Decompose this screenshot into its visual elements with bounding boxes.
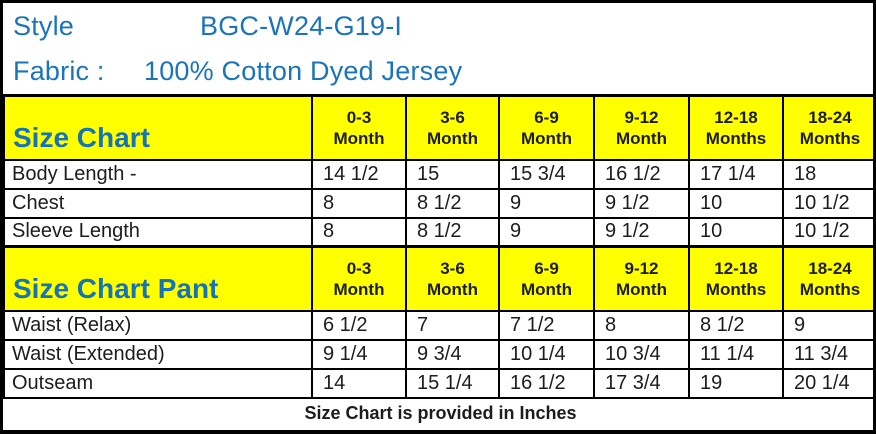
measurement-value: 14 1/2	[311, 158, 407, 190]
footer-note: Size Chart is provided in Inches	[4, 396, 873, 429]
month-unit: Months	[705, 279, 767, 299]
measurement-value: 10 1/4	[498, 338, 595, 370]
month-unit: Months	[799, 128, 861, 148]
style-row: Style BGC-W24-G19-I	[13, 3, 873, 49]
measurement-label: Sleeve Length	[3, 216, 313, 248]
fabric-row: Fabric : 100% Cotton Dyed Jersey	[13, 49, 873, 94]
measurement-value: 6 1/2	[311, 309, 407, 341]
column-header-9-12-month: 9-12 Month	[593, 245, 690, 312]
measurement-value: 15 3/4	[498, 158, 595, 190]
column-header-9-12-month: 9-12 Month	[593, 94, 690, 161]
style-value: BGC-W24-G19-I	[200, 10, 403, 41]
month-unit: Month	[427, 279, 478, 299]
measurement-row-sleeve-length: Sleeve Length 8 8 1/2 9 9 1/2 10 10 1/2	[3, 216, 873, 248]
measurement-value: 9	[498, 187, 595, 219]
measurement-value: 7	[405, 309, 500, 341]
measurement-value: 10	[688, 187, 784, 219]
footer-note-row: Size Chart is provided in Inches	[4, 396, 873, 429]
measurement-label: Waist (Extended)	[3, 338, 313, 370]
style-label: Style	[13, 10, 75, 41]
measurement-value: 8 1/2	[688, 309, 784, 341]
month-range: 9-12	[624, 258, 659, 278]
month-range: 12-18	[714, 258, 758, 278]
measurement-value: 8	[593, 309, 690, 341]
measurement-value: 8 1/2	[405, 187, 500, 219]
measurement-value: 14	[311, 367, 407, 399]
measurement-value: 9	[498, 216, 595, 248]
measurement-value: 17 1/4	[688, 158, 784, 190]
measurement-value: 8	[311, 187, 407, 219]
fabric-value: 100% Cotton Dyed Jersey	[144, 56, 463, 86]
month-range: 3-6	[440, 258, 465, 278]
section-title-size-chart: Size Chart	[3, 94, 313, 161]
spec-header: Style BGC-W24-G19-I Fabric : 100% Cotton…	[3, 3, 873, 94]
fabric-label: Fabric :	[13, 56, 105, 86]
measurement-value: 10 1/2	[782, 216, 873, 248]
measurement-label: Body Length -	[3, 158, 313, 190]
measurement-value: 19	[688, 367, 784, 399]
column-header-12-18-months: 12-18 Months	[688, 94, 784, 161]
measurement-value: 18	[782, 158, 873, 190]
section-title-size-chart-pant: Size Chart Pant	[3, 245, 313, 312]
column-header-3-6-month: 3-6 Month	[405, 94, 500, 161]
size-chart-table: Size Chart 0-3 Month 3-6 Month 6-9 Month…	[3, 94, 873, 429]
column-header-12-18-months: 12-18 Months	[688, 245, 784, 312]
month-range: 18-24	[808, 258, 852, 278]
measurement-value: 9 1/4	[311, 338, 407, 370]
measurement-value: 17 3/4	[593, 367, 690, 399]
measurement-value: 8	[311, 216, 407, 248]
measurement-value: 9	[782, 309, 873, 341]
month-range: 0-3	[346, 107, 372, 127]
month-unit: Month	[521, 279, 572, 299]
month-unit: Month	[521, 128, 572, 148]
measurement-value: 9 3/4	[405, 338, 500, 370]
column-header-18-24-months: 18-24 Months	[782, 245, 873, 312]
month-unit: Month	[616, 128, 667, 148]
measurement-label: Chest	[3, 187, 313, 219]
measurement-value: 20 1/4	[782, 367, 873, 399]
size-chart-pant-header-row: Size Chart Pant 0-3 Month 3-6 Month 6-9 …	[3, 245, 873, 312]
measurement-row-body-length: Body Length - 14 1/2 15 15 3/4 16 1/2 17…	[3, 158, 873, 190]
measurement-label: Outseam	[3, 367, 313, 399]
measurement-value: 10 3/4	[593, 338, 690, 370]
measurement-row-waist-extended: Waist (Extended) 9 1/4 9 3/4 10 1/4 10 3…	[3, 338, 873, 370]
measurement-value: 9 1/2	[593, 216, 690, 248]
month-unit: Months	[705, 128, 767, 148]
measurement-label: Waist (Relax)	[3, 309, 313, 341]
column-header-0-3-month: 0-3 Month	[311, 94, 407, 161]
month-range: 0-3	[346, 258, 372, 278]
measurement-row-chest: Chest 8 8 1/2 9 9 1/2 10 10 1/2	[3, 187, 873, 219]
measurement-value: 11 3/4	[782, 338, 873, 370]
measurement-value: 7 1/2	[498, 309, 595, 341]
column-header-6-9-month: 6-9 Month	[498, 94, 595, 161]
month-unit: Month	[333, 128, 385, 148]
month-range: 6-9	[534, 258, 559, 278]
month-range: 12-18	[714, 107, 758, 127]
month-range: 9-12	[624, 107, 659, 127]
column-header-3-6-month: 3-6 Month	[405, 245, 500, 312]
measurement-value: 10	[688, 216, 784, 248]
measurement-row-outseam: Outseam 14 15 1/4 16 1/2 17 3/4 19 20 1/…	[3, 367, 873, 399]
measurement-value: 15 1/4	[405, 367, 500, 399]
measurement-value: 16 1/2	[593, 158, 690, 190]
month-range: 3-6	[440, 107, 465, 127]
month-unit: Months	[799, 279, 861, 299]
measurement-value: 10 1/2	[782, 187, 873, 219]
column-header-6-9-month: 6-9 Month	[498, 245, 595, 312]
month-unit: Month	[427, 128, 478, 148]
measurement-row-waist-relax: Waist (Relax) 6 1/2 7 7 1/2 8 8 1/2 9	[3, 309, 873, 341]
measurement-value: 8 1/2	[405, 216, 500, 248]
month-unit: Month	[333, 279, 385, 299]
measurement-value: 16 1/2	[498, 367, 595, 399]
measurement-value: 9 1/2	[593, 187, 690, 219]
measurement-value: 15	[405, 158, 500, 190]
month-range: 18-24	[808, 107, 852, 127]
column-header-18-24-months: 18-24 Months	[782, 94, 873, 161]
month-range: 6-9	[534, 107, 559, 127]
size-chart-header-row: Size Chart 0-3 Month 3-6 Month 6-9 Month…	[3, 94, 873, 161]
month-unit: Month	[616, 279, 667, 299]
column-header-0-3-month: 0-3 Month	[311, 245, 407, 312]
measurement-value: 11 1/4	[688, 338, 784, 370]
